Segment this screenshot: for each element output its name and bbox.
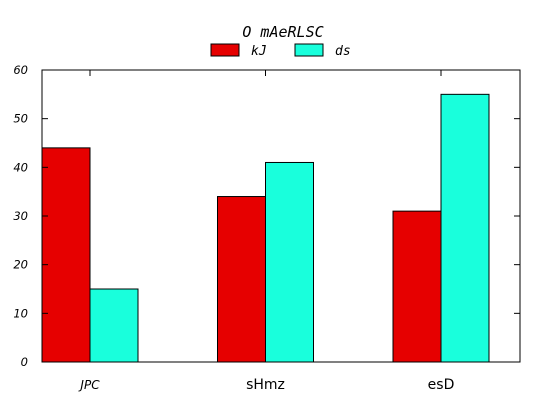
legend-swatch-kj (210, 43, 240, 57)
ytick-label-60: 60 (13, 63, 28, 77)
legend-label-ds: ds (335, 44, 351, 59)
bars-group (41, 93, 490, 363)
xtick-label-esd: esD (428, 377, 455, 393)
bar-kj-shmz (217, 196, 266, 363)
ytick-label-30: 30 (13, 209, 28, 223)
ytick-label-50: 50 (13, 112, 28, 126)
xtick-label-jpc: JPC (78, 378, 100, 392)
bar-ds-shmz (265, 161, 314, 363)
bar-ds-jpc (89, 288, 139, 363)
legend: kJ ds (210, 43, 351, 59)
ytick-label-20: 20 (13, 258, 28, 272)
xtick-label-shmz: sHmz (246, 377, 285, 393)
ytick-label-0: 0 (21, 355, 28, 369)
bar-kj-esd (392, 210, 442, 363)
bar-ds-esd (440, 93, 490, 363)
ytick-label-40: 40 (13, 160, 28, 174)
legend-swatch-ds (294, 43, 324, 57)
chart-title: O mAeRLSC (242, 23, 323, 41)
ytick-label-10: 10 (13, 306, 28, 320)
axes-group: 0 10 20 30 40 50 60 JPC sHmz esD (13, 63, 521, 393)
legend-label-kj: kJ (251, 44, 267, 59)
bar-kj-jpc (41, 147, 91, 363)
